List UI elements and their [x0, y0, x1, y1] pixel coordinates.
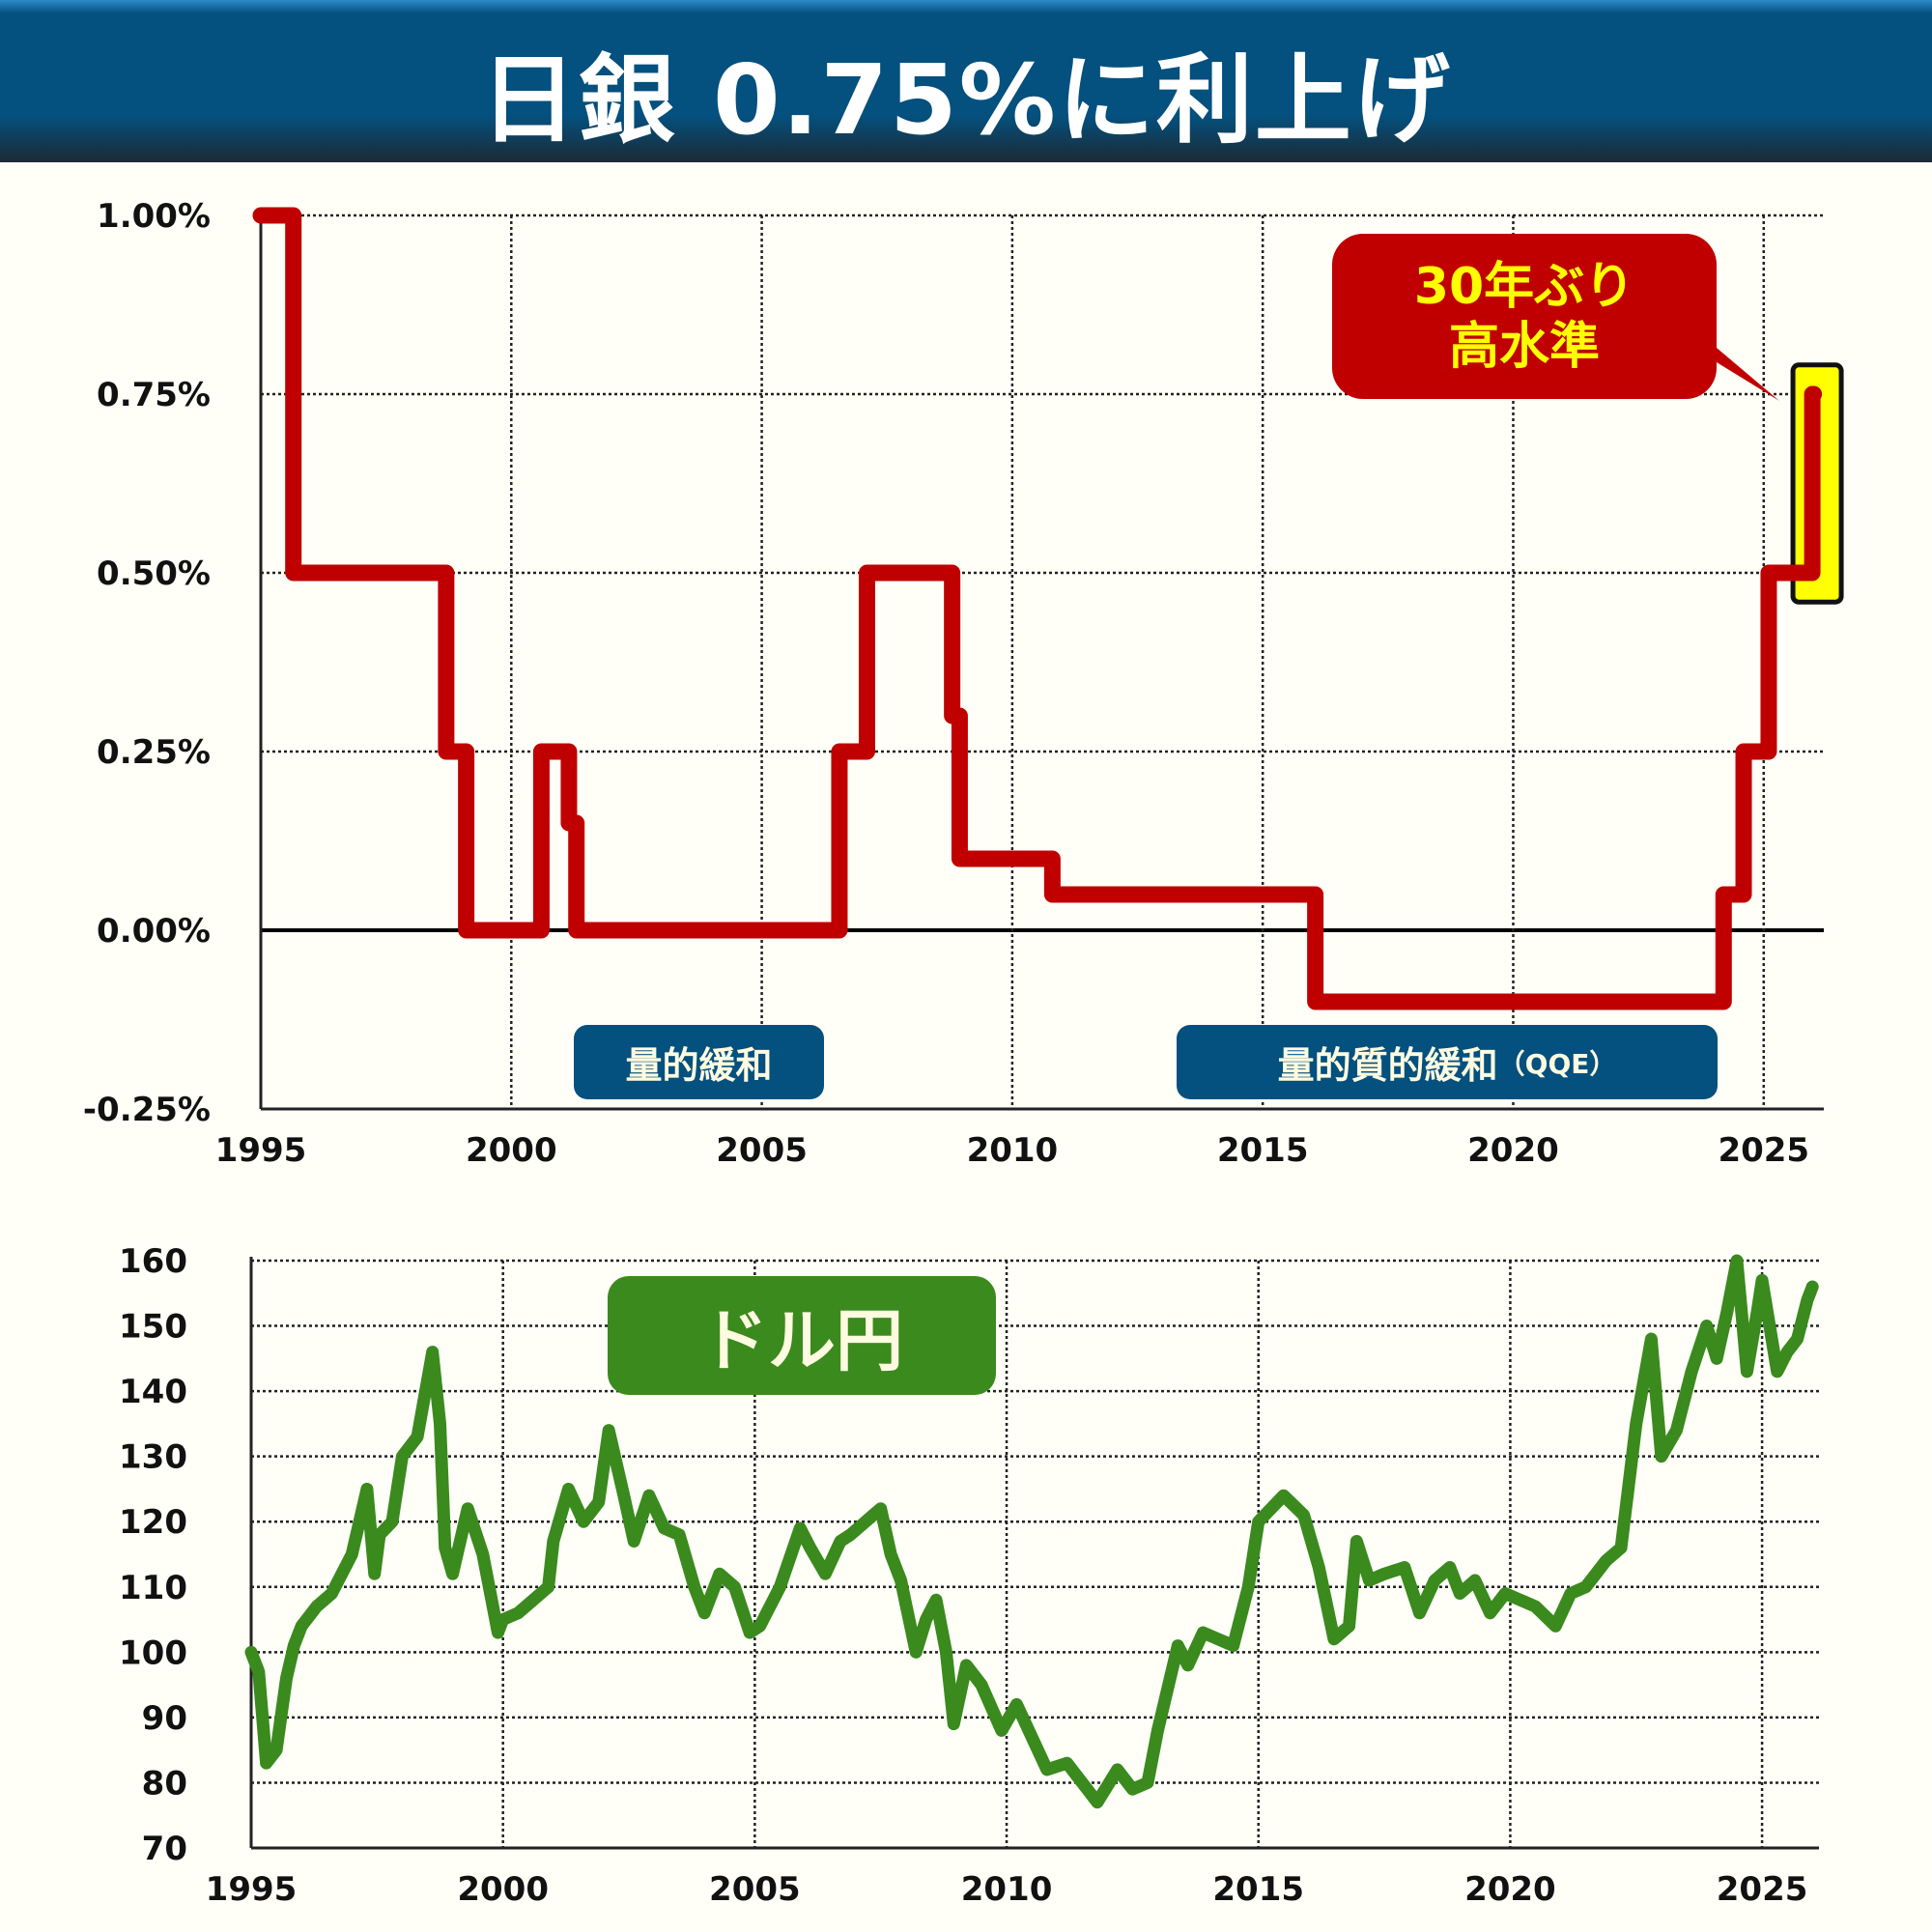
header-banner: 日銀 0.75%に利上げ — [0, 0, 1932, 162]
y-tick-label: 1.00% — [97, 197, 211, 236]
x-tick-label: 2005 — [716, 1131, 808, 1170]
callout-line-2: 高水準 — [1448, 317, 1600, 376]
x-tick-label: 2015 — [1212, 1870, 1304, 1909]
y-tick-label: 100 — [119, 1634, 187, 1672]
qe-label-text: 量的緩和 — [625, 1044, 773, 1087]
y-tick-label: 70 — [142, 1830, 187, 1868]
x-tick-label: 2005 — [709, 1870, 801, 1909]
policy-rate-chart: 1.00% 0.75% 0.50% 0.25% 0.00% -0.25%1995 2000 2… — [83, 197, 1844, 1170]
y-tick-label: 0.25% — [97, 733, 211, 772]
y-tick-label: 90 — [142, 1699, 187, 1738]
y-tick-label: 120 — [119, 1503, 187, 1542]
x-tick-label: 2015 — [1217, 1131, 1309, 1170]
qqe-label-text: 量的質的緩和 — [1277, 1044, 1498, 1087]
y-tick-label: 80 — [142, 1764, 187, 1803]
y-tick-label: 150 — [119, 1308, 187, 1347]
x-tick-label: 1995 — [206, 1870, 298, 1909]
callout-pointer — [1717, 348, 1779, 401]
x-tick-label: 2025 — [1717, 1870, 1808, 1909]
x-tick-label: 2020 — [1464, 1870, 1556, 1909]
y-tick-label: 130 — [119, 1438, 187, 1477]
qqe-label: 量的質的緩和 （QQE） — [1177, 1025, 1718, 1099]
usdjpy-label-text: ドル円 — [700, 1301, 903, 1380]
x-tick-label: 2000 — [466, 1131, 557, 1170]
qqe-suffix: （QQE） — [1497, 1047, 1617, 1080]
callout: 30年ぶり 高水準 — [1332, 234, 1717, 399]
usdjpy-label: ドル円 — [608, 1276, 996, 1395]
x-tick-label: 1995 — [215, 1131, 307, 1170]
x-tick-label: 2010 — [967, 1131, 1059, 1170]
page-title: 日銀 0.75%に利上げ — [480, 43, 1452, 156]
x-tick-label: 2000 — [457, 1870, 549, 1909]
y-tick-label: 0.50% — [97, 554, 211, 593]
y-tick-label: 110 — [119, 1569, 187, 1607]
y-tick-label: 0.00% — [97, 912, 211, 951]
qe-label: 量的緩和 — [574, 1025, 824, 1099]
usdjpy-line — [244, 1254, 1819, 1809]
y-tick-label: 0.75% — [97, 376, 211, 414]
y-tick-label: 140 — [119, 1373, 187, 1411]
policy-rate-line — [252, 207, 1823, 1010]
y-tick-label: 160 — [119, 1242, 187, 1281]
callout-line-1: 30年ぶり — [1413, 257, 1635, 316]
x-tick-label: 2010 — [961, 1870, 1053, 1909]
usdjpy-chart: 160 150 140 130 120 110 100 90 80 70 1995 2000 2005 2… — [119, 1242, 1819, 1909]
x-tick-label: 2020 — [1467, 1131, 1559, 1170]
x-tick-label: 2025 — [1718, 1131, 1809, 1170]
y-tick-label: -0.25% — [83, 1091, 211, 1129]
